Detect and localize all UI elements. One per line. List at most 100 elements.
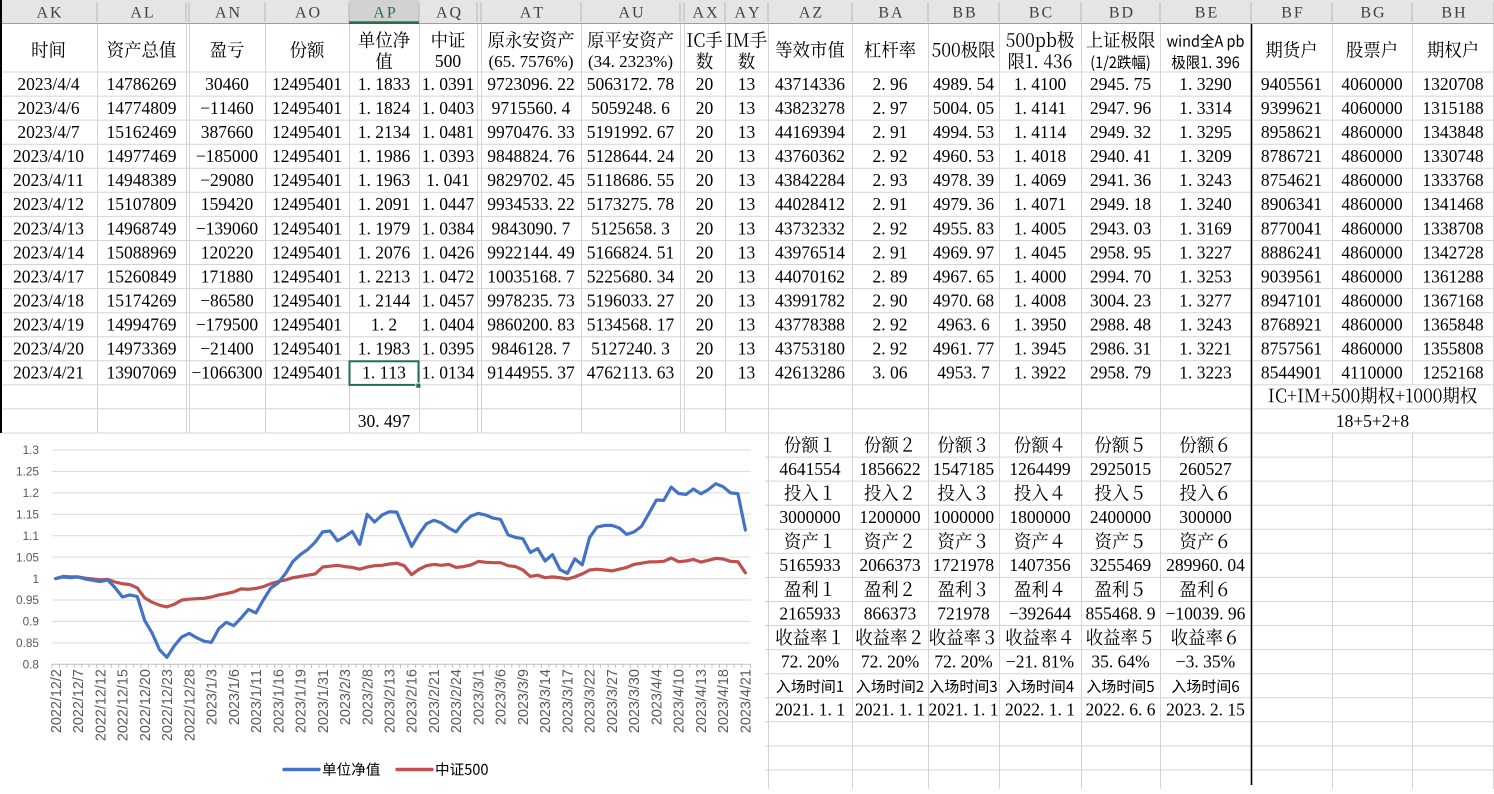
svg-text:4963. 6: 4963. 6 (937, 315, 990, 335)
svg-text:72. 20%: 72. 20% (861, 652, 919, 672)
svg-text:2023/3/9: 2023/3/9 (516, 669, 532, 725)
svg-text:8906341: 8906341 (1261, 194, 1322, 214)
svg-text:1. 1963: 1. 1963 (358, 170, 411, 190)
svg-text:−86580: −86580 (200, 291, 254, 311)
svg-text:72. 20%: 72. 20% (934, 652, 992, 672)
svg-text:1. 0395: 1. 0395 (422, 339, 475, 359)
svg-text:2023/4/13: 2023/4/13 (13, 218, 84, 238)
svg-text:1. 0404: 1. 0404 (422, 315, 475, 335)
svg-text:4860000: 4860000 (1341, 122, 1403, 142)
svg-text:2022. 6. 6: 2022. 6. 6 (1086, 700, 1156, 720)
svg-text:2023/1/11: 2023/1/11 (249, 669, 265, 733)
svg-text:20: 20 (696, 194, 714, 214)
svg-text:1407356: 1407356 (1009, 555, 1071, 575)
svg-text:20: 20 (696, 291, 714, 311)
svg-text:1338708: 1338708 (1422, 218, 1484, 238)
svg-text:2023/4/4: 2023/4/4 (17, 74, 79, 94)
svg-text:12495401: 12495401 (272, 363, 342, 383)
svg-text:3255469: 3255469 (1090, 555, 1152, 575)
svg-text:2. 92: 2. 92 (873, 146, 908, 166)
svg-text:0.85: 0.85 (16, 636, 39, 650)
svg-text:20: 20 (696, 339, 714, 359)
svg-text:1. 3227: 1. 3227 (1179, 242, 1232, 262)
svg-text:1. 4000: 1. 4000 (1014, 266, 1067, 286)
svg-text:4960. 53: 4960. 53 (933, 146, 995, 166)
svg-text:4961. 77: 4961. 77 (933, 339, 995, 359)
svg-text:2943. 03: 2943. 03 (1090, 218, 1152, 238)
svg-text:2023/4/19: 2023/4/19 (13, 315, 84, 335)
svg-text:1361288: 1361288 (1422, 266, 1484, 286)
svg-text:−179500: −179500 (196, 315, 259, 335)
svg-text:4860000: 4860000 (1341, 146, 1403, 166)
svg-text:1. 4069: 1. 4069 (1014, 170, 1067, 190)
svg-text:1. 0472: 1. 0472 (422, 266, 475, 286)
svg-text:43714336: 43714336 (775, 74, 845, 94)
svg-text:2023/4/14: 2023/4/14 (13, 242, 84, 262)
svg-text:1. 3277: 1. 3277 (1179, 291, 1232, 311)
svg-text:43753180: 43753180 (775, 339, 845, 359)
svg-text:9715560. 4: 9715560. 4 (492, 98, 571, 118)
svg-text:BC: BC (1029, 5, 1054, 22)
svg-text:4860000: 4860000 (1341, 194, 1403, 214)
svg-text:5063172. 78: 5063172. 78 (587, 74, 675, 94)
svg-text:AP: AP (373, 5, 397, 22)
svg-text:1. 1986: 1. 1986 (358, 146, 411, 166)
svg-text:2949. 18: 2949. 18 (1090, 194, 1152, 214)
svg-text:−185000: −185000 (196, 146, 259, 166)
svg-text:855468. 9: 855468. 9 (1086, 603, 1156, 623)
svg-text:13: 13 (738, 146, 756, 166)
svg-text:1. 3945: 1. 3945 (1014, 339, 1067, 359)
svg-text:12495401: 12495401 (272, 339, 342, 359)
svg-text:0.9: 0.9 (23, 615, 39, 629)
svg-text:AX: AX (692, 5, 719, 22)
svg-text:8770041: 8770041 (1261, 218, 1322, 238)
svg-text:2945. 75: 2945. 75 (1090, 74, 1152, 94)
svg-text:5118686. 55: 5118686. 55 (587, 170, 675, 190)
svg-text:2022/12/28: 2022/12/28 (182, 669, 198, 741)
svg-text:1355808: 1355808 (1422, 339, 1484, 359)
svg-text:20: 20 (696, 363, 714, 383)
svg-text:1200000: 1200000 (859, 507, 921, 527)
svg-text:12495401: 12495401 (272, 74, 342, 94)
svg-text:2023/1/6: 2023/1/6 (227, 669, 243, 725)
svg-text:2023/2/8: 2023/2/8 (360, 669, 376, 725)
svg-text:8544901: 8544901 (1261, 363, 1322, 383)
svg-text:13: 13 (738, 218, 756, 238)
svg-text:2022/12/20: 2022/12/20 (138, 669, 154, 741)
svg-text:4955. 83: 4955. 83 (933, 218, 995, 238)
svg-text:−1066300: −1066300 (191, 363, 262, 383)
svg-text:AO: AO (295, 5, 322, 22)
svg-text:13: 13 (738, 242, 756, 262)
svg-text:2023/4/17: 2023/4/17 (13, 266, 84, 286)
svg-text:12495401: 12495401 (272, 170, 342, 190)
svg-text:2023/4/20: 2023/4/20 (13, 339, 84, 359)
svg-text:4969. 97: 4969. 97 (933, 242, 995, 262)
svg-text:1. 1979: 1. 1979 (358, 218, 411, 238)
svg-text:AZ: AZ (799, 5, 824, 22)
svg-text:8754621: 8754621 (1261, 170, 1322, 190)
svg-text:−392644: −392644 (1009, 603, 1072, 623)
svg-text:2066373: 2066373 (859, 555, 921, 575)
svg-text:15260849: 15260849 (107, 266, 177, 286)
svg-text:1721978: 1721978 (933, 555, 995, 575)
svg-text:9934533. 22: 9934533. 22 (487, 194, 575, 214)
svg-text:20: 20 (696, 146, 714, 166)
svg-text:20: 20 (696, 170, 714, 190)
svg-text:1.25: 1.25 (16, 465, 39, 479)
svg-text:13: 13 (738, 315, 756, 335)
svg-text:4060000: 4060000 (1341, 74, 1403, 94)
svg-text:1. 3221: 1. 3221 (1179, 339, 1232, 359)
svg-text:BD: BD (1109, 5, 1135, 22)
svg-text:−29080: −29080 (200, 170, 254, 190)
svg-text:4860000: 4860000 (1341, 242, 1403, 262)
svg-text:2. 91: 2. 91 (873, 194, 908, 214)
svg-text:2022/12/12: 2022/12/12 (93, 669, 109, 741)
svg-text:2986. 31: 2986. 31 (1090, 339, 1151, 359)
svg-text:4978. 39: 4978. 39 (933, 170, 995, 190)
svg-text:44169394: 44169394 (775, 122, 845, 142)
svg-text:1365848: 1365848 (1422, 315, 1484, 335)
svg-text:9860200. 83: 9860200. 83 (487, 315, 575, 335)
svg-text:2. 91: 2. 91 (873, 122, 908, 142)
svg-text:1. 4071: 1. 4071 (1014, 194, 1067, 214)
svg-text:1. 2076: 1. 2076 (358, 242, 411, 262)
